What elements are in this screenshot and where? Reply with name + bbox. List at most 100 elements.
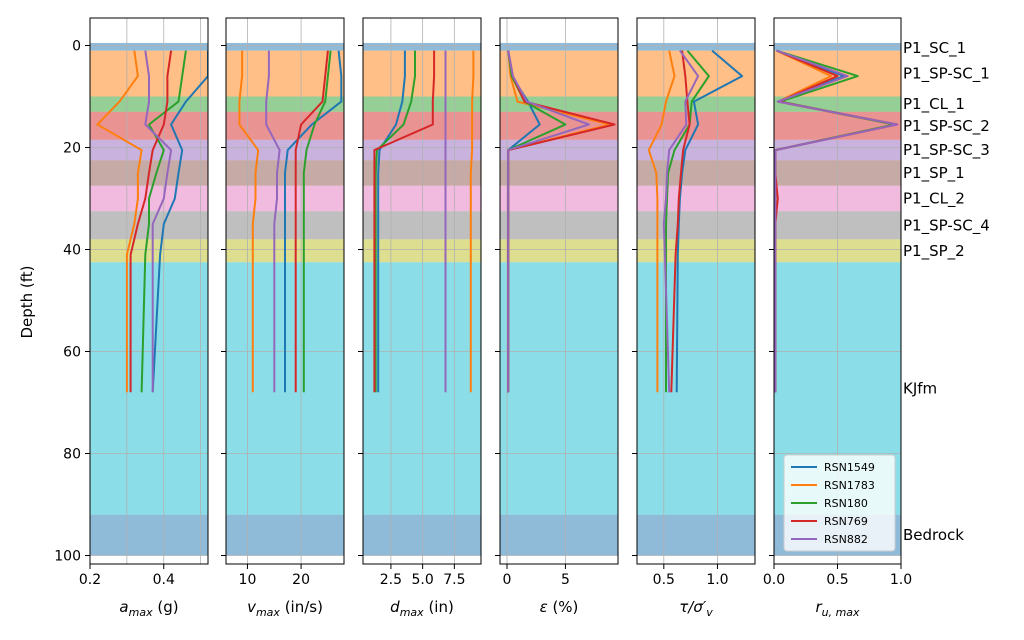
series-line-rsn769 [373, 50, 436, 393]
panel-5: 0.5 1.0 τ/σ′v [632, 17, 756, 619]
series-line-rsn769 [129, 50, 173, 393]
layer-band [363, 262, 481, 515]
x-tick-label: 5.0 [412, 572, 434, 588]
layer-band [226, 111, 344, 140]
layer-band [90, 514, 208, 556]
series-line-rsn882 [507, 50, 590, 393]
x-axis-title: ε (%) [540, 598, 579, 616]
panel-frame [89, 17, 209, 565]
layer-band [500, 239, 618, 263]
layer-band [90, 139, 208, 161]
series-line-rsn1549 [377, 50, 406, 393]
x-tick-label: 0 [503, 572, 512, 588]
layer-band [500, 96, 618, 112]
layer-band [226, 96, 344, 112]
series-line-rsn180 [302, 50, 332, 393]
legend-label: RSN180 [824, 497, 868, 510]
panel-frame [225, 17, 345, 565]
layer-band [637, 262, 755, 515]
series-line-rsn1549 [675, 49, 744, 393]
layer-label: KJfm [903, 379, 937, 397]
y-tick-label: 40 [63, 243, 81, 259]
panel-2: 10 20 vmax (in/s) [221, 17, 345, 619]
layer-label: P1_SP-SC_2 [903, 117, 990, 136]
layer-labels: P1_SC_1 P1_SP-SC_1 P1_CL_1 P1_SP-SC_2 P1_SP-… [903, 39, 990, 544]
series-line-rsn882 [144, 50, 173, 393]
panel-frame [362, 17, 482, 565]
layer-band [500, 42, 618, 51]
layer-band [90, 239, 208, 263]
layer-band [637, 185, 755, 212]
layer-band [500, 211, 618, 240]
layer-band [500, 160, 618, 186]
layer-band [363, 96, 481, 112]
series-line-rsn882 [662, 50, 700, 393]
legend-label: RSN882 [824, 533, 868, 546]
layer-label: P1_CL_1 [903, 95, 965, 114]
x-tick-label: 0.2 [79, 572, 101, 588]
y-tick-label: 60 [63, 345, 81, 361]
layer-band [226, 139, 344, 161]
legend-label: RSN1549 [824, 461, 875, 474]
x-axis-title: amax (g) [119, 598, 178, 619]
x-tick-label: 1.0 [706, 572, 728, 588]
panels: 0.2 0.4 0 20 40 60 80 100 amax (g) 10 20 vmax (in/s… [54, 17, 912, 619]
x-axis-title: dmax (in) [390, 598, 454, 619]
x-tick-label: 10 [239, 572, 257, 588]
layer-band [363, 139, 481, 161]
layer-band [226, 42, 344, 51]
x-tick-label: 0.5 [826, 572, 848, 588]
layer-band [363, 514, 481, 556]
layer-label: Bedrock [903, 526, 964, 544]
series-line-rsn769 [294, 50, 329, 393]
series-line-rsn1783 [469, 50, 475, 393]
layer-label: P1_SC_1 [903, 39, 966, 58]
legend-box [783, 454, 896, 552]
series-line-rsn882 [265, 50, 281, 393]
series-line-rsn180 [140, 50, 187, 393]
layer-label: P1_SP_2 [903, 242, 965, 261]
panel-frame [499, 17, 619, 565]
legend-label: RSN1783 [824, 479, 875, 492]
series-line-rsn1549 [284, 50, 343, 393]
series-line-rsn1549 [151, 50, 208, 393]
panel-4: 0 5 ε (%) [495, 17, 619, 616]
layer-band [226, 514, 344, 556]
x-tick-label: 0.0 [763, 572, 785, 588]
x-tick-label: 0.4 [153, 572, 175, 588]
layer-band [363, 211, 481, 240]
x-tick-label: 0.5 [653, 572, 675, 588]
x-tick-label: 20 [292, 572, 310, 588]
layer-band [90, 262, 208, 515]
y-tick-label: 20 [63, 141, 81, 157]
legend-label: RSN769 [824, 515, 868, 528]
layer-band [90, 42, 208, 51]
layer-band [637, 514, 755, 556]
layer-band [500, 185, 618, 212]
layer-label: P1_SP-SC_1 [903, 65, 990, 84]
panel-1: 0.2 0.4 0 20 40 60 80 100 amax (g) [54, 17, 209, 619]
x-axis-title: vmax (in/s) [247, 598, 323, 619]
layer-band [637, 239, 755, 263]
series-line-rsn769 [670, 50, 691, 393]
layer-band [500, 111, 618, 140]
x-axis-title: ru, max [815, 598, 860, 619]
y-tick-label: 100 [54, 549, 81, 565]
layer-label: P1_SP-SC_3 [903, 141, 990, 160]
layer-band [500, 514, 618, 556]
y-axis-title: Depth (ft) [18, 265, 36, 338]
layer-band [363, 50, 481, 97]
series-line-rsn180 [374, 50, 416, 393]
layer-band [363, 239, 481, 263]
layer-band [363, 111, 481, 140]
layer-band [363, 160, 481, 186]
series-line-rsn1783 [96, 50, 143, 393]
series-line-rsn1783 [647, 50, 676, 393]
layer-band [363, 42, 481, 51]
layer-band [637, 160, 755, 186]
layer-band [500, 262, 618, 515]
series-line-rsn180 [665, 49, 710, 393]
panel-frame [636, 17, 756, 565]
layer-label: P1_SP-SC_4 [903, 216, 990, 235]
